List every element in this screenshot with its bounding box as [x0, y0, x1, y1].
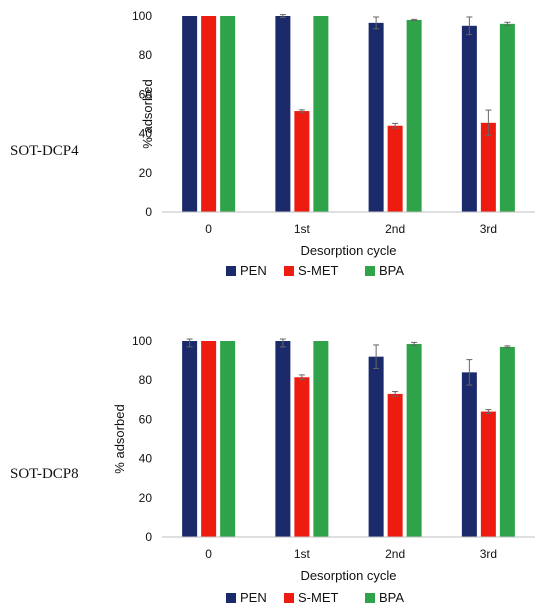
legend-label-s-met: S-MET [298, 263, 339, 278]
y-tick-label: 60 [139, 87, 153, 101]
y-tick-label: 60 [139, 412, 153, 426]
legend-label-pen: PEN [240, 263, 267, 278]
y-tick-label: 40 [139, 127, 153, 141]
panel-label-bottom: SOT-DCP8 [10, 466, 79, 482]
bar-pen [182, 16, 198, 212]
y-tick-label: 20 [139, 491, 153, 505]
bar-s-met [201, 341, 217, 537]
bar-pen [461, 372, 477, 537]
bar-pen [368, 22, 384, 212]
x-tick-label: 0 [205, 547, 212, 561]
y-axis-title: % adsorbed [140, 79, 155, 148]
bar-s-met [480, 122, 496, 212]
y-axis-title: % adsorbed [112, 404, 127, 473]
legend-swatch-bpa [365, 266, 375, 276]
y-tick-label: 100 [132, 9, 152, 23]
y-tick-label: 80 [139, 48, 153, 62]
bar-bpa [406, 343, 422, 537]
bar-s-met [480, 411, 496, 537]
y-tick-label: 80 [139, 373, 153, 387]
x-axis-title: Desorption cycle [300, 243, 396, 258]
legend-label-bpa: BPA [379, 263, 404, 278]
bar-pen [182, 341, 198, 537]
bar-s-met [387, 125, 403, 212]
y-tick-label: 20 [139, 166, 153, 180]
legend-swatch-s-met [284, 266, 294, 276]
panel-label-top: SOT-DCP4 [10, 143, 79, 159]
legend-label-s-met: S-MET [298, 590, 339, 605]
bar-bpa [220, 16, 236, 212]
bar-chart-top: 0 20 40 60 80 100 % adsorbed 0 1st 2nd 3rd Desorpti… [132, 9, 535, 278]
bar-s-met [201, 16, 217, 212]
legend-swatch-pen [226, 266, 236, 276]
bar-s-met [387, 393, 403, 537]
bar-bpa [313, 341, 329, 537]
legend-label-bpa: BPA [379, 590, 404, 605]
bar-s-met [294, 377, 310, 537]
x-tick-label: 0 [205, 222, 212, 236]
y-tick-label: 100 [132, 334, 152, 348]
x-tick-label: 2nd [385, 222, 405, 236]
bar-bpa [499, 23, 515, 213]
x-tick-label: 3rd [480, 547, 497, 561]
bar-s-met [294, 111, 310, 212]
y-tick-label: 40 [139, 452, 153, 466]
bar-pen [275, 16, 291, 212]
bar-bpa [220, 341, 236, 537]
bar-pen [461, 25, 477, 212]
bar-bpa [313, 16, 329, 212]
legend-label-pen: PEN [240, 590, 267, 605]
legend-swatch-s-met [284, 593, 294, 603]
bar-pen [275, 341, 291, 537]
bar-chart-bottom: 0 20 40 60 80 100 % adsorbed 0 1st 2nd 3rd Desorpti… [112, 334, 535, 605]
bar-bpa [499, 346, 515, 537]
x-tick-label: 1st [294, 547, 311, 561]
x-tick-label: 1st [294, 222, 311, 236]
y-tick-label: 0 [145, 205, 152, 219]
x-tick-label: 2nd [385, 547, 405, 561]
legend-swatch-pen [226, 593, 236, 603]
y-tick-label: 0 [145, 530, 152, 544]
bar-bpa [406, 19, 422, 213]
x-axis-title: Desorption cycle [300, 568, 396, 583]
x-tick-label: 3rd [480, 222, 497, 236]
bar-pen [368, 356, 384, 537]
legend-swatch-bpa [365, 593, 375, 603]
